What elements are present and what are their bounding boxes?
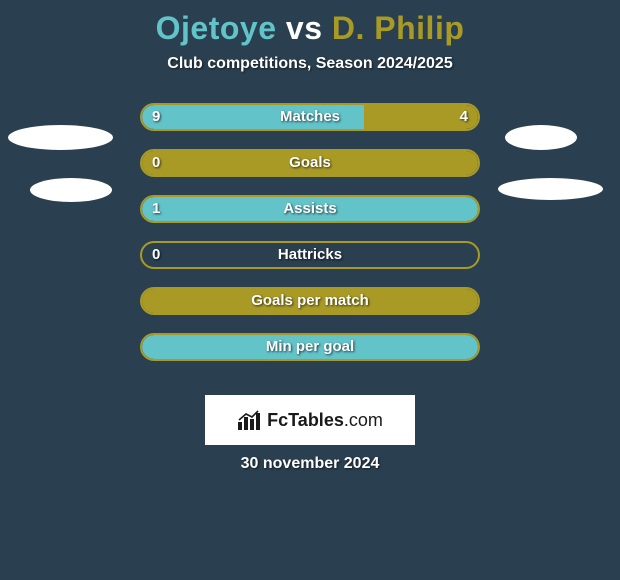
subtitle: Club competitions, Season 2024/2025 (0, 55, 620, 73)
stat-value-right: 4 (460, 105, 468, 129)
decorative-ellipse (505, 125, 577, 150)
footer-date: 30 november 2024 (0, 455, 620, 473)
player1-name: Ojetoye (156, 10, 277, 46)
chart-icon (237, 410, 261, 430)
stat-row: Matches9 4 (140, 103, 480, 131)
stat-label: Min per goal (142, 335, 478, 359)
logo-text: FcTables.com (267, 410, 383, 431)
vs-text: vs (286, 10, 323, 46)
stat-label: Hattricks (142, 243, 478, 267)
comparison-title: Ojetoye vs D. Philip (0, 0, 620, 47)
decorative-ellipse (498, 178, 603, 200)
stat-value-left: 0 (152, 151, 160, 175)
stat-label: Goals (142, 151, 478, 175)
stat-row: Goals per match (140, 287, 480, 315)
stat-value-left: 1 (152, 197, 160, 221)
stat-value-left: 0 (152, 243, 160, 267)
stat-row: Hattricks0 (140, 241, 480, 269)
decorative-ellipse (8, 125, 113, 150)
player2-name: D. Philip (332, 10, 465, 46)
decorative-ellipse (30, 178, 112, 202)
stat-row: Min per goal (140, 333, 480, 361)
stat-row: Assists1 (140, 195, 480, 223)
stat-value-left: 9 (152, 105, 160, 129)
fctables-logo: FcTables.com (205, 395, 415, 445)
stat-label: Matches (142, 105, 478, 129)
stat-label: Assists (142, 197, 478, 221)
stat-label: Goals per match (142, 289, 478, 313)
stat-row: Goals0 (140, 149, 480, 177)
